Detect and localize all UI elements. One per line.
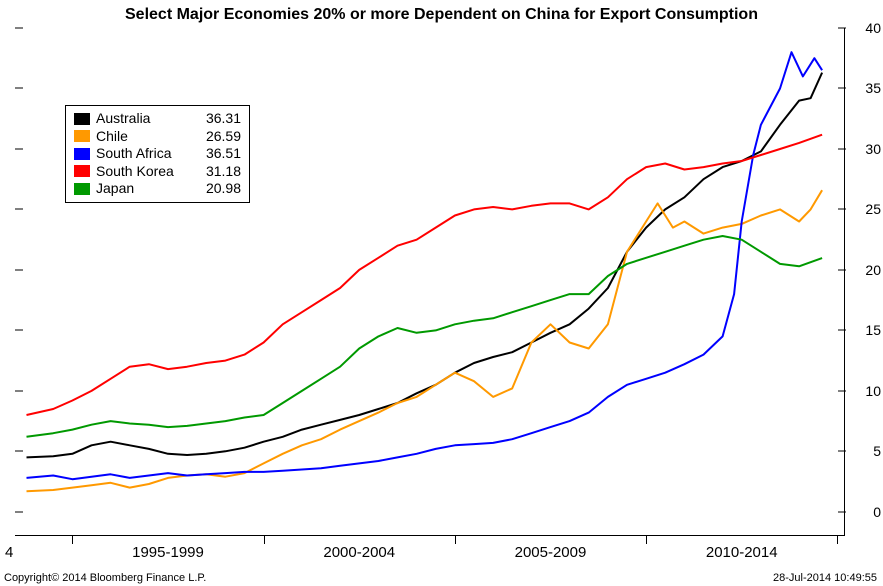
legend-row-south_korea: South Korea 31.18	[74, 163, 241, 181]
x-tick-mark	[837, 536, 838, 544]
footer-copyright: Copyright© 2014 Bloomberg Finance L.P.	[4, 572, 206, 584]
x-axis: 4 1995-19992000-20042005-20092010-2014	[15, 536, 845, 566]
legend-swatch	[74, 113, 90, 125]
y-tick-mark-right	[838, 209, 846, 210]
x-band-label: 2000-2004	[323, 544, 395, 561]
x-tick-mark	[264, 536, 265, 544]
legend-series-name: Australia	[96, 110, 191, 128]
legend-swatch	[74, 148, 90, 160]
x-band-label: 1995-1999	[132, 544, 204, 561]
y-tick-mark-right	[838, 88, 846, 89]
y-tick-mark-right	[838, 451, 846, 452]
y-tick-mark-left	[15, 269, 23, 270]
y-tick-mark-right	[838, 511, 846, 512]
legend-row-south_africa: South Africa 36.51	[74, 145, 241, 163]
legend-series-name: Chile	[96, 128, 191, 146]
y-tick-mark-left	[15, 390, 23, 391]
legend-swatch	[74, 183, 90, 195]
legend-series-value: 26.59	[197, 128, 241, 146]
legend-box: Australia 36.31 Chile 26.59 South Africa 36.5…	[65, 105, 250, 203]
legend-swatch	[74, 165, 90, 177]
y-tick-mark-right	[838, 390, 846, 391]
y-tick-mark-right	[838, 330, 846, 331]
y-tick-label: 25	[865, 201, 881, 217]
y-tick-mark-right	[838, 28, 846, 29]
y-tick-mark-left	[15, 88, 23, 89]
y-tick-label: 30	[865, 141, 881, 157]
y-tick-label: 20	[865, 262, 881, 278]
y-tick-label: 10	[865, 383, 881, 399]
legend-series-value: 31.18	[197, 163, 241, 181]
y-tick-label: 5	[873, 443, 881, 459]
legend-row-japan: Japan 20.98	[74, 180, 241, 198]
y-tick-mark-left	[15, 451, 23, 452]
y-tick-label: 35	[865, 80, 881, 96]
y-tick-label: 40	[865, 20, 881, 36]
y-tick-mark-left	[15, 148, 23, 149]
series-line-japan	[27, 236, 823, 437]
x-left-stub: 4	[5, 544, 13, 561]
legend-row-australia: Australia 36.31	[74, 110, 241, 128]
legend-series-name: South Africa	[96, 145, 191, 163]
y-tick-label: 0	[873, 504, 881, 520]
legend-series-value: 36.51	[197, 145, 241, 163]
legend-series-name: Japan	[96, 180, 191, 198]
y-tick-mark-left	[15, 511, 23, 512]
chart-title: Select Major Economies 20% or more Depen…	[0, 6, 883, 24]
y-tick-mark-left	[15, 28, 23, 29]
chart-container: Select Major Economies 20% or more Depen…	[0, 0, 883, 586]
y-tick-mark-left	[15, 209, 23, 210]
y-tick-mark-left	[15, 330, 23, 331]
legend-series-value: 36.31	[197, 110, 241, 128]
x-tick-mark	[72, 536, 73, 544]
y-tick-label: 15	[865, 322, 881, 338]
legend-series-name: South Korea	[96, 163, 191, 181]
x-tick-mark	[646, 536, 647, 544]
footer-timestamp: 28-Jul-2014 10:49:55	[773, 572, 877, 584]
x-band-label: 2005-2009	[515, 544, 587, 561]
y-tick-mark-right	[838, 269, 846, 270]
legend-row-chile: Chile 26.59	[74, 128, 241, 146]
x-tick-mark	[455, 536, 456, 544]
x-band-label: 2010-2014	[706, 544, 778, 561]
legend-swatch	[74, 130, 90, 142]
legend-series-value: 20.98	[197, 180, 241, 198]
y-tick-mark-right	[838, 148, 846, 149]
